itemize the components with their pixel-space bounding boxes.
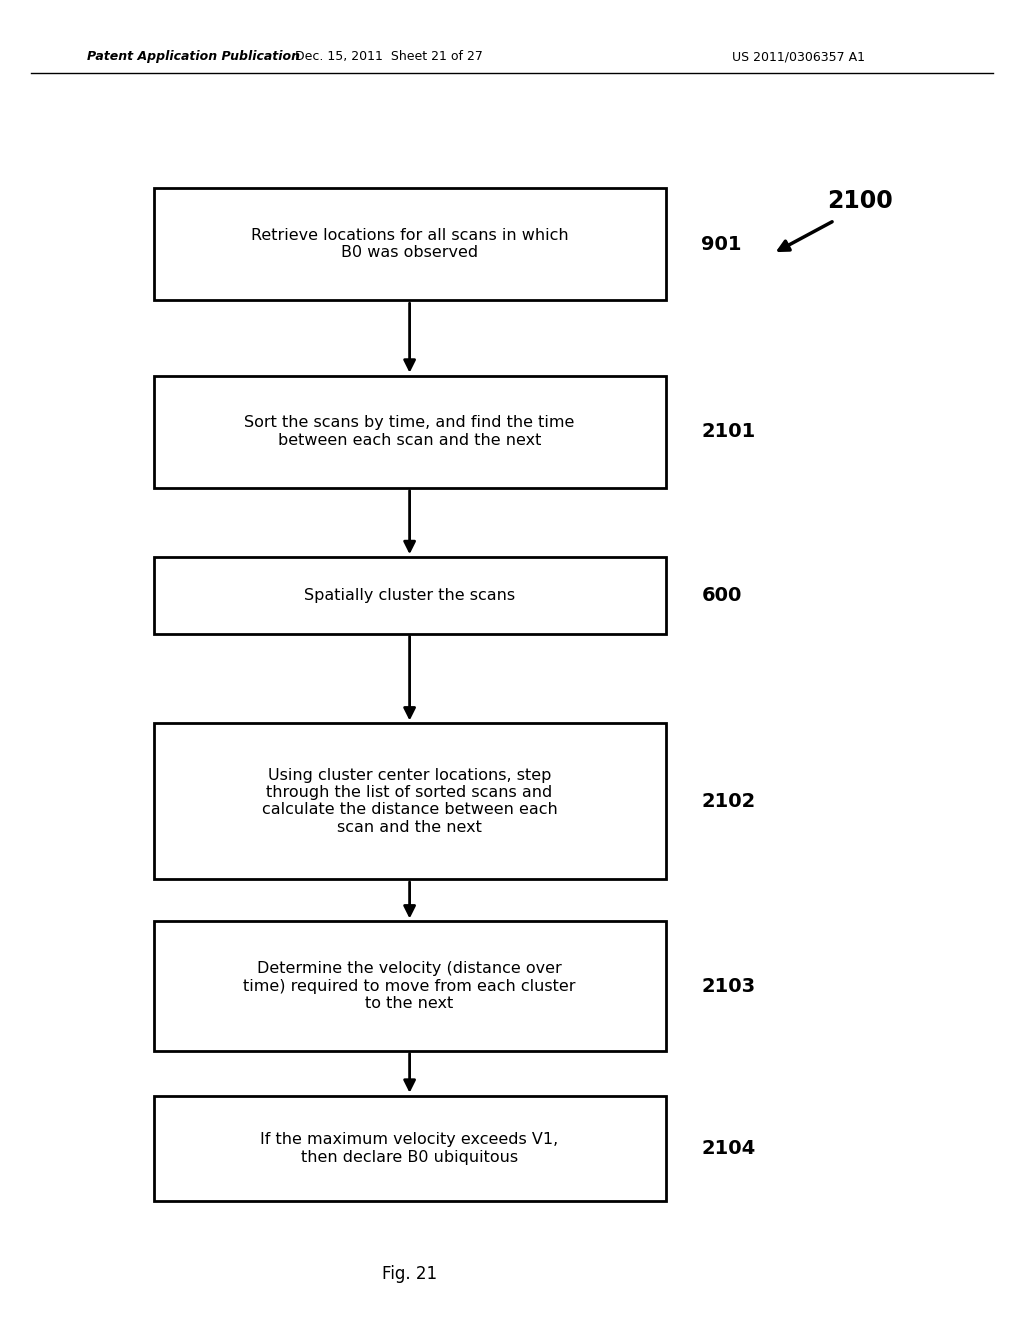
- Text: Determine the velocity (distance over
time) required to move from each cluster
t: Determine the velocity (distance over ti…: [244, 961, 575, 1011]
- Text: US 2011/0306357 A1: US 2011/0306357 A1: [732, 50, 865, 63]
- Text: Spatially cluster the scans: Spatially cluster the scans: [304, 587, 515, 603]
- Text: 2103: 2103: [701, 977, 756, 995]
- Text: Patent Application Publication: Patent Application Publication: [87, 50, 300, 63]
- Bar: [154, 189, 666, 301]
- Text: Dec. 15, 2011  Sheet 21 of 27: Dec. 15, 2011 Sheet 21 of 27: [295, 50, 483, 63]
- Text: 901: 901: [701, 235, 742, 253]
- Text: Retrieve locations for all scans in which
B0 was observed: Retrieve locations for all scans in whic…: [251, 228, 568, 260]
- Text: 600: 600: [701, 586, 741, 605]
- Bar: [154, 375, 666, 487]
- Bar: [154, 1096, 666, 1201]
- Text: 2104: 2104: [701, 1139, 756, 1158]
- Bar: [154, 723, 666, 879]
- Bar: [154, 557, 666, 634]
- Text: Using cluster center locations, step
through the list of sorted scans and
calcul: Using cluster center locations, step thr…: [262, 768, 557, 834]
- Text: Sort the scans by time, and find the time
between each scan and the next: Sort the scans by time, and find the tim…: [245, 416, 574, 447]
- Text: 2102: 2102: [701, 792, 756, 810]
- Text: Fig. 21: Fig. 21: [382, 1265, 437, 1283]
- Text: 2100: 2100: [827, 189, 893, 213]
- Text: If the maximum velocity exceeds V1,
then declare B0 ubiquitous: If the maximum velocity exceeds V1, then…: [260, 1133, 559, 1164]
- Text: 2101: 2101: [701, 422, 756, 441]
- Bar: [154, 921, 666, 1051]
